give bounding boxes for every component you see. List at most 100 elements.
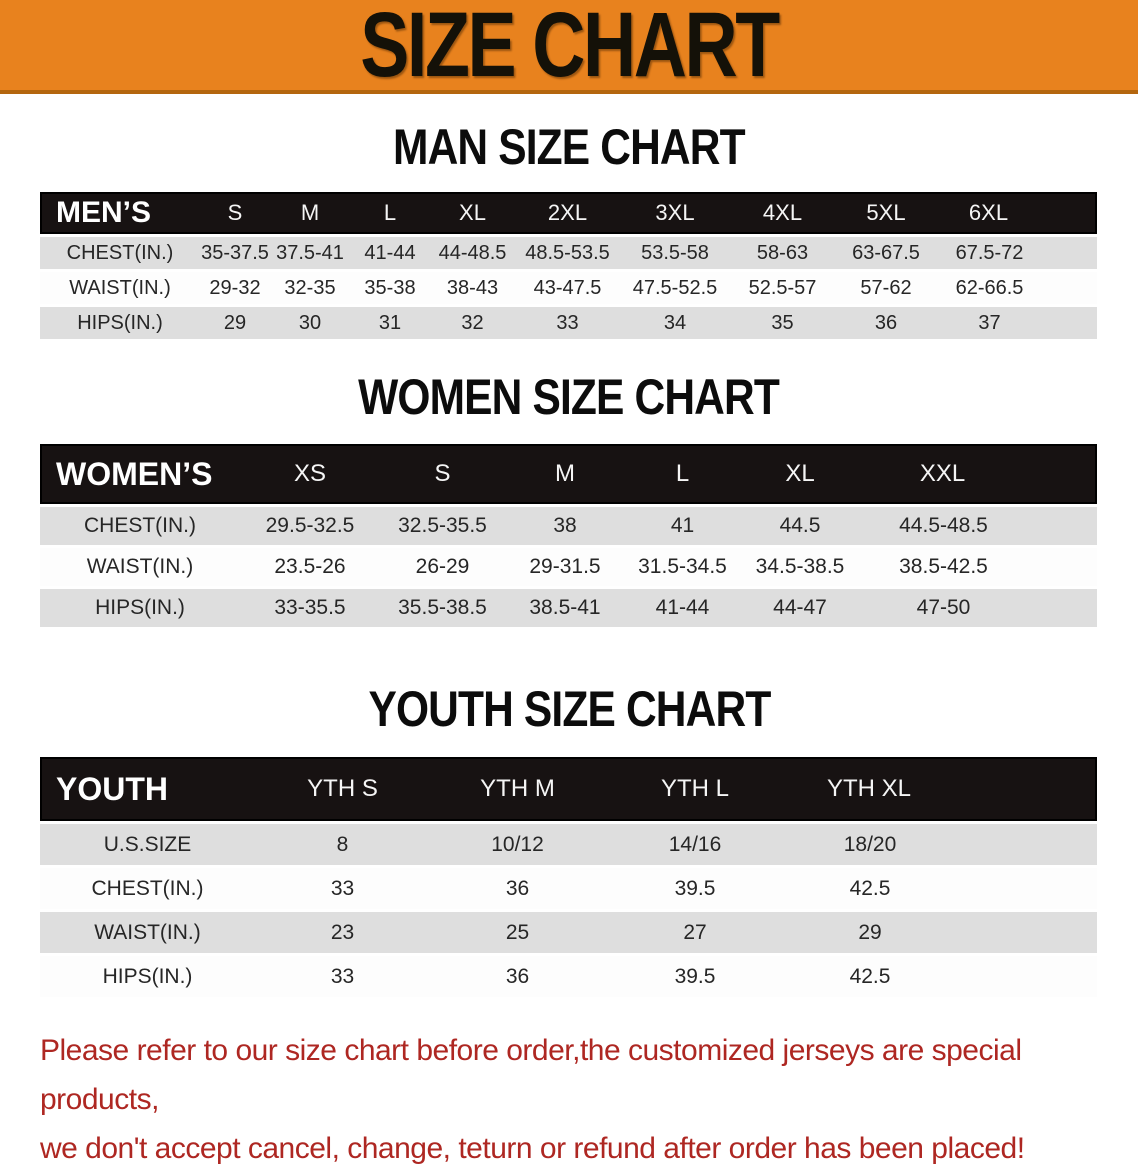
size-column-header: 3XL — [620, 192, 730, 234]
size-column-header: YTH L — [605, 757, 785, 821]
size-value-cell: 41 — [625, 507, 740, 545]
size-value-cell: 41-44 — [625, 589, 740, 627]
size-column-header: L — [350, 192, 430, 234]
youth-chest-row: CHEST(IN.) 33 36 39.5 42.5 — [40, 868, 1097, 909]
size-value-cell: 44.5-48.5 — [860, 507, 1097, 545]
youth-section-heading-wrap: YOUTH SIZE CHART — [0, 684, 1138, 734]
men-waist-row: WAIST(IN.) 29-32 32-35 35-38 38-43 43-47… — [40, 272, 1097, 304]
women-section-heading-wrap: WOMEN SIZE CHART — [0, 372, 1138, 422]
size-value-cell: 31.5-34.5 — [625, 548, 740, 586]
size-column-header: YTH M — [430, 757, 605, 821]
size-value-cell: 58-63 — [730, 237, 835, 269]
size-value-cell: 42.5 — [785, 868, 1097, 909]
size-value-cell: 44-48.5 — [430, 237, 515, 269]
women-size-table: WOMEN’S XS S M L XL XXL CHEST(IN.) 29.5-… — [40, 441, 1097, 630]
disclaimer-line-1: Please refer to our size chart before or… — [40, 1034, 1022, 1116]
size-value-cell: 62-66.5 — [937, 272, 1097, 304]
size-column-header: M — [270, 192, 350, 234]
men-section-heading-wrap: MAN SIZE CHART — [0, 122, 1138, 172]
size-value-cell: 32-35 — [270, 272, 350, 304]
size-column-header: YTH XL — [785, 757, 1097, 821]
size-value-cell: 52.5-57 — [730, 272, 835, 304]
row-label: WAIST(IN.) — [40, 912, 255, 953]
size-value-cell: 39.5 — [605, 868, 785, 909]
men-section-heading: MAN SIZE CHART — [393, 119, 746, 175]
size-value-cell: 8 — [255, 824, 430, 865]
row-label: WAIST(IN.) — [40, 272, 200, 304]
size-value-cell: 44.5 — [740, 507, 860, 545]
women-waist-row: WAIST(IN.) 23.5-26 26-29 29-31.5 31.5-34… — [40, 548, 1097, 586]
size-value-cell: 36 — [430, 868, 605, 909]
size-value-cell: 26-29 — [380, 548, 505, 586]
size-value-cell: 47.5-52.5 — [620, 272, 730, 304]
size-value-cell: 34 — [620, 307, 730, 339]
size-value-cell: 18/20 — [785, 824, 1097, 865]
youth-size-table: YOUTH YTH S YTH M YTH L YTH XL U.S.SIZE … — [40, 754, 1097, 1000]
banner-title: SIZE CHART — [360, 0, 780, 96]
disclaimer-line-2: we don't accept cancel, change, teturn o… — [40, 1132, 1025, 1165]
size-value-cell: 37 — [937, 307, 1097, 339]
size-value-cell: 42.5 — [785, 956, 1097, 997]
size-column-header: 6XL — [937, 192, 1097, 234]
size-value-cell: 33 — [255, 956, 430, 997]
size-value-cell: 33-35.5 — [240, 589, 380, 627]
size-column-header: 4XL — [730, 192, 835, 234]
men-size-table: MEN’S S M L XL 2XL 3XL 4XL 5XL 6XL CHEST… — [40, 189, 1097, 342]
size-value-cell: 53.5-58 — [620, 237, 730, 269]
row-label: CHEST(IN.) — [40, 868, 255, 909]
disclaimer-text: Please refer to our size chart before or… — [40, 1026, 1118, 1173]
size-value-cell: 10/12 — [430, 824, 605, 865]
size-value-cell: 29-31.5 — [505, 548, 625, 586]
row-label: WAIST(IN.) — [40, 548, 240, 586]
men-header-row: MEN’S S M L XL 2XL 3XL 4XL 5XL 6XL — [40, 192, 1097, 234]
size-value-cell: 36 — [835, 307, 937, 339]
size-value-cell: 32.5-35.5 — [380, 507, 505, 545]
size-value-cell: 25 — [430, 912, 605, 953]
size-column-header: XS — [240, 444, 380, 504]
size-value-cell: 29.5-32.5 — [240, 507, 380, 545]
women-section-heading: WOMEN SIZE CHART — [358, 369, 781, 425]
row-label: HIPS(IN.) — [40, 956, 255, 997]
size-column-header: L — [625, 444, 740, 504]
size-chart-banner: SIZE CHART — [0, 0, 1138, 94]
size-column-header: S — [200, 192, 270, 234]
size-value-cell: 35.5-38.5 — [380, 589, 505, 627]
size-value-cell: 23 — [255, 912, 430, 953]
row-label: HIPS(IN.) — [40, 307, 200, 339]
size-column-header: XL — [430, 192, 515, 234]
size-value-cell: 34.5-38.5 — [740, 548, 860, 586]
size-value-cell: 35-38 — [350, 272, 430, 304]
youth-header-row: YOUTH YTH S YTH M YTH L YTH XL — [40, 757, 1097, 821]
row-label: CHEST(IN.) — [40, 507, 240, 545]
men-group-label: MEN’S — [40, 192, 200, 234]
size-value-cell: 38.5-41 — [505, 589, 625, 627]
size-value-cell: 39.5 — [605, 956, 785, 997]
women-group-label: WOMEN’S — [40, 444, 240, 504]
youth-ussize-row: U.S.SIZE 8 10/12 14/16 18/20 — [40, 824, 1097, 865]
size-value-cell: 41-44 — [350, 237, 430, 269]
size-value-cell: 29 — [785, 912, 1097, 953]
size-column-header: YTH S — [255, 757, 430, 821]
row-label: U.S.SIZE — [40, 824, 255, 865]
size-value-cell: 57-62 — [835, 272, 937, 304]
size-column-header: 5XL — [835, 192, 937, 234]
size-column-header: XXL — [860, 444, 1097, 504]
size-value-cell: 33 — [255, 868, 430, 909]
size-column-header: M — [505, 444, 625, 504]
row-label: CHEST(IN.) — [40, 237, 200, 269]
size-column-header: XL — [740, 444, 860, 504]
youth-group-label: YOUTH — [40, 757, 255, 821]
size-value-cell: 47-50 — [860, 589, 1097, 627]
size-value-cell: 23.5-26 — [240, 548, 380, 586]
size-value-cell: 35-37.5 — [200, 237, 270, 269]
size-value-cell: 67.5-72 — [937, 237, 1097, 269]
youth-waist-row: WAIST(IN.) 23 25 27 29 — [40, 912, 1097, 953]
size-value-cell: 63-67.5 — [835, 237, 937, 269]
size-value-cell: 37.5-41 — [270, 237, 350, 269]
size-value-cell: 29-32 — [200, 272, 270, 304]
men-chest-row: CHEST(IN.) 35-37.5 37.5-41 41-44 44-48.5… — [40, 237, 1097, 269]
women-chest-row: CHEST(IN.) 29.5-32.5 32.5-35.5 38 41 44.… — [40, 507, 1097, 545]
size-value-cell: 36 — [430, 956, 605, 997]
size-value-cell: 30 — [270, 307, 350, 339]
size-value-cell: 27 — [605, 912, 785, 953]
